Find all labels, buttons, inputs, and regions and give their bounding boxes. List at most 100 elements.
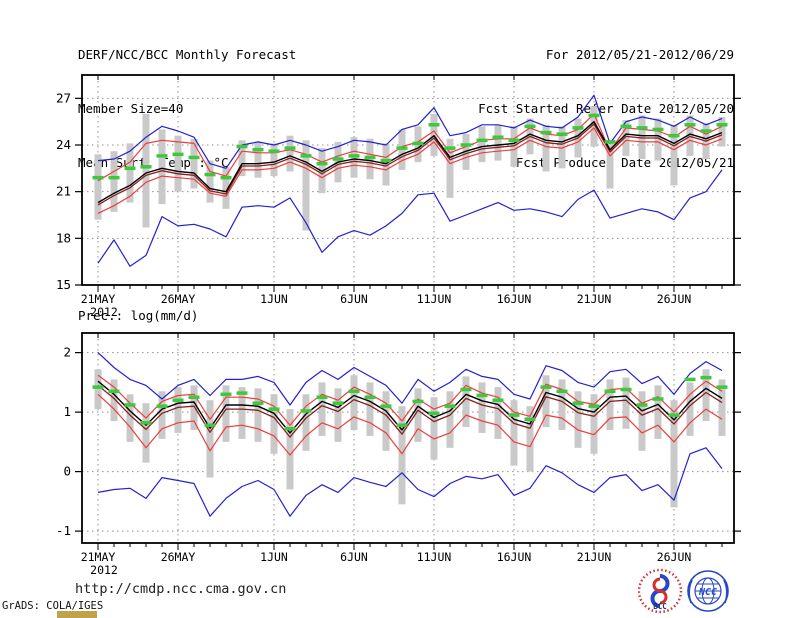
climatology-mean [540,385,552,389]
x-tick-label: 21JUN [577,292,612,306]
x-tick-label: 26MAY [161,292,196,306]
y-tick-label: 0 [63,464,71,479]
spread-bar [286,135,294,172]
climatology-mean [412,141,424,146]
climatology-mean [556,132,568,136]
spread-bar [238,140,246,177]
y-tick-label: -1 [56,523,71,538]
spread-bar [574,391,582,448]
series-ensemble-mean [97,123,723,206]
series-upper-quartile [97,374,723,426]
temp-chart: 15 18 21 24 27 21MAY 26MAY 1JUN 6JUN 11JUN 16JUN 21… [0,60,800,320]
climatology-mean [428,411,440,416]
spread-bar [446,138,454,198]
member-size-label: Member Size=40 [78,101,184,116]
x-tick-label: 16JUN [497,550,532,564]
spread-bar [590,106,598,147]
climatology-mean [700,375,712,380]
y-tick-label: 27 [56,90,71,105]
spread-bar [110,379,118,422]
y-tick-label: 2 [63,345,71,360]
x-axis-year-label: 2012 [90,563,118,575]
chart-canvas: 15 18 21 24 27 21MAY 26MAY 1JUN 6JUN 11JUN 16JUN 21… [56,74,741,319]
x-tick-label: 1JUN [260,292,288,306]
climatology-mean [92,175,104,180]
spread-bar [222,385,230,442]
spread-bar [558,379,566,430]
spread-bar [478,382,486,433]
climatology-mean [636,126,648,130]
climatology-mean [428,123,440,127]
spread-bar [206,160,214,203]
axis-frame [81,332,735,544]
climatology-mean [332,157,344,161]
climatology-mean [476,393,488,398]
climatology-mean [268,407,280,411]
spread-bar [142,403,150,463]
spread-bar [254,388,262,442]
y-tick-label: 24 [56,137,71,152]
series-ensemble-max [97,94,723,169]
climatology-mean [556,389,568,394]
ncc-logo: NCC [687,570,729,612]
x-axis-year-label: 2012 [90,305,118,319]
climatology-mean [220,392,232,397]
climatology-mean [668,413,680,417]
spread-bar [318,382,326,436]
spread-bar [686,115,694,156]
climatology-mean [716,123,728,127]
spread-bar [494,124,502,161]
y-tick-label: 1 [63,404,71,419]
climatology-mean [668,133,680,138]
climatology-mean [700,129,712,133]
spread-bar [158,391,166,439]
series-ensemble-median [97,380,723,434]
spread-bar [718,379,726,436]
x-tick-label: 11JUN [417,550,452,564]
climatology-mean [364,155,376,160]
climatology-mean [396,146,408,150]
climatology-mean [460,143,472,147]
climatology-mean [300,409,312,413]
climatology-mean [588,404,600,408]
spread-bar [702,369,710,422]
spread-bar [638,115,646,159]
spread-bar [558,126,566,169]
climatology-mean [476,138,488,143]
climatology-mean [524,417,536,422]
climatology-mean [716,385,728,389]
series-lower-quartile [97,393,723,456]
climatology-mean [188,395,200,399]
ncc-logo-text: NCC [698,587,717,598]
climatology-mean [284,146,296,150]
climatology-mean [380,158,392,163]
climatology-mean [252,401,264,405]
spread-bar [622,377,630,429]
spread-bar [686,382,694,436]
spread-bar [270,394,278,454]
spread-bar [238,387,246,439]
spread-bar [718,117,726,147]
climatology-mean [204,172,216,177]
spread-bar [94,154,102,220]
y-tick-label: 15 [56,277,71,292]
spread-bar [510,400,518,466]
climatology-mean [108,389,120,394]
climatology-mean [540,130,552,135]
climatology-mean [156,154,168,158]
climatology-mean [652,397,664,401]
spread-bar [414,388,422,442]
prec-chart: -1 0 1 2 21MAY 26MAY 1JUN 6JUN 11JUN 16JUN 21JUN 26… [0,325,800,577]
climatology-mean [284,427,296,431]
climatology-mean [108,175,120,180]
spread-bar [350,375,358,430]
axis-frame [81,74,735,286]
climatology-mean [588,113,600,118]
spread-bar [302,394,310,451]
climatology-mean [396,423,408,427]
series-ensemble-min [97,169,723,267]
spread-bar [542,124,550,172]
climatology-mean [236,391,248,395]
spread-bar [190,138,198,189]
climatology-mean [620,387,632,392]
